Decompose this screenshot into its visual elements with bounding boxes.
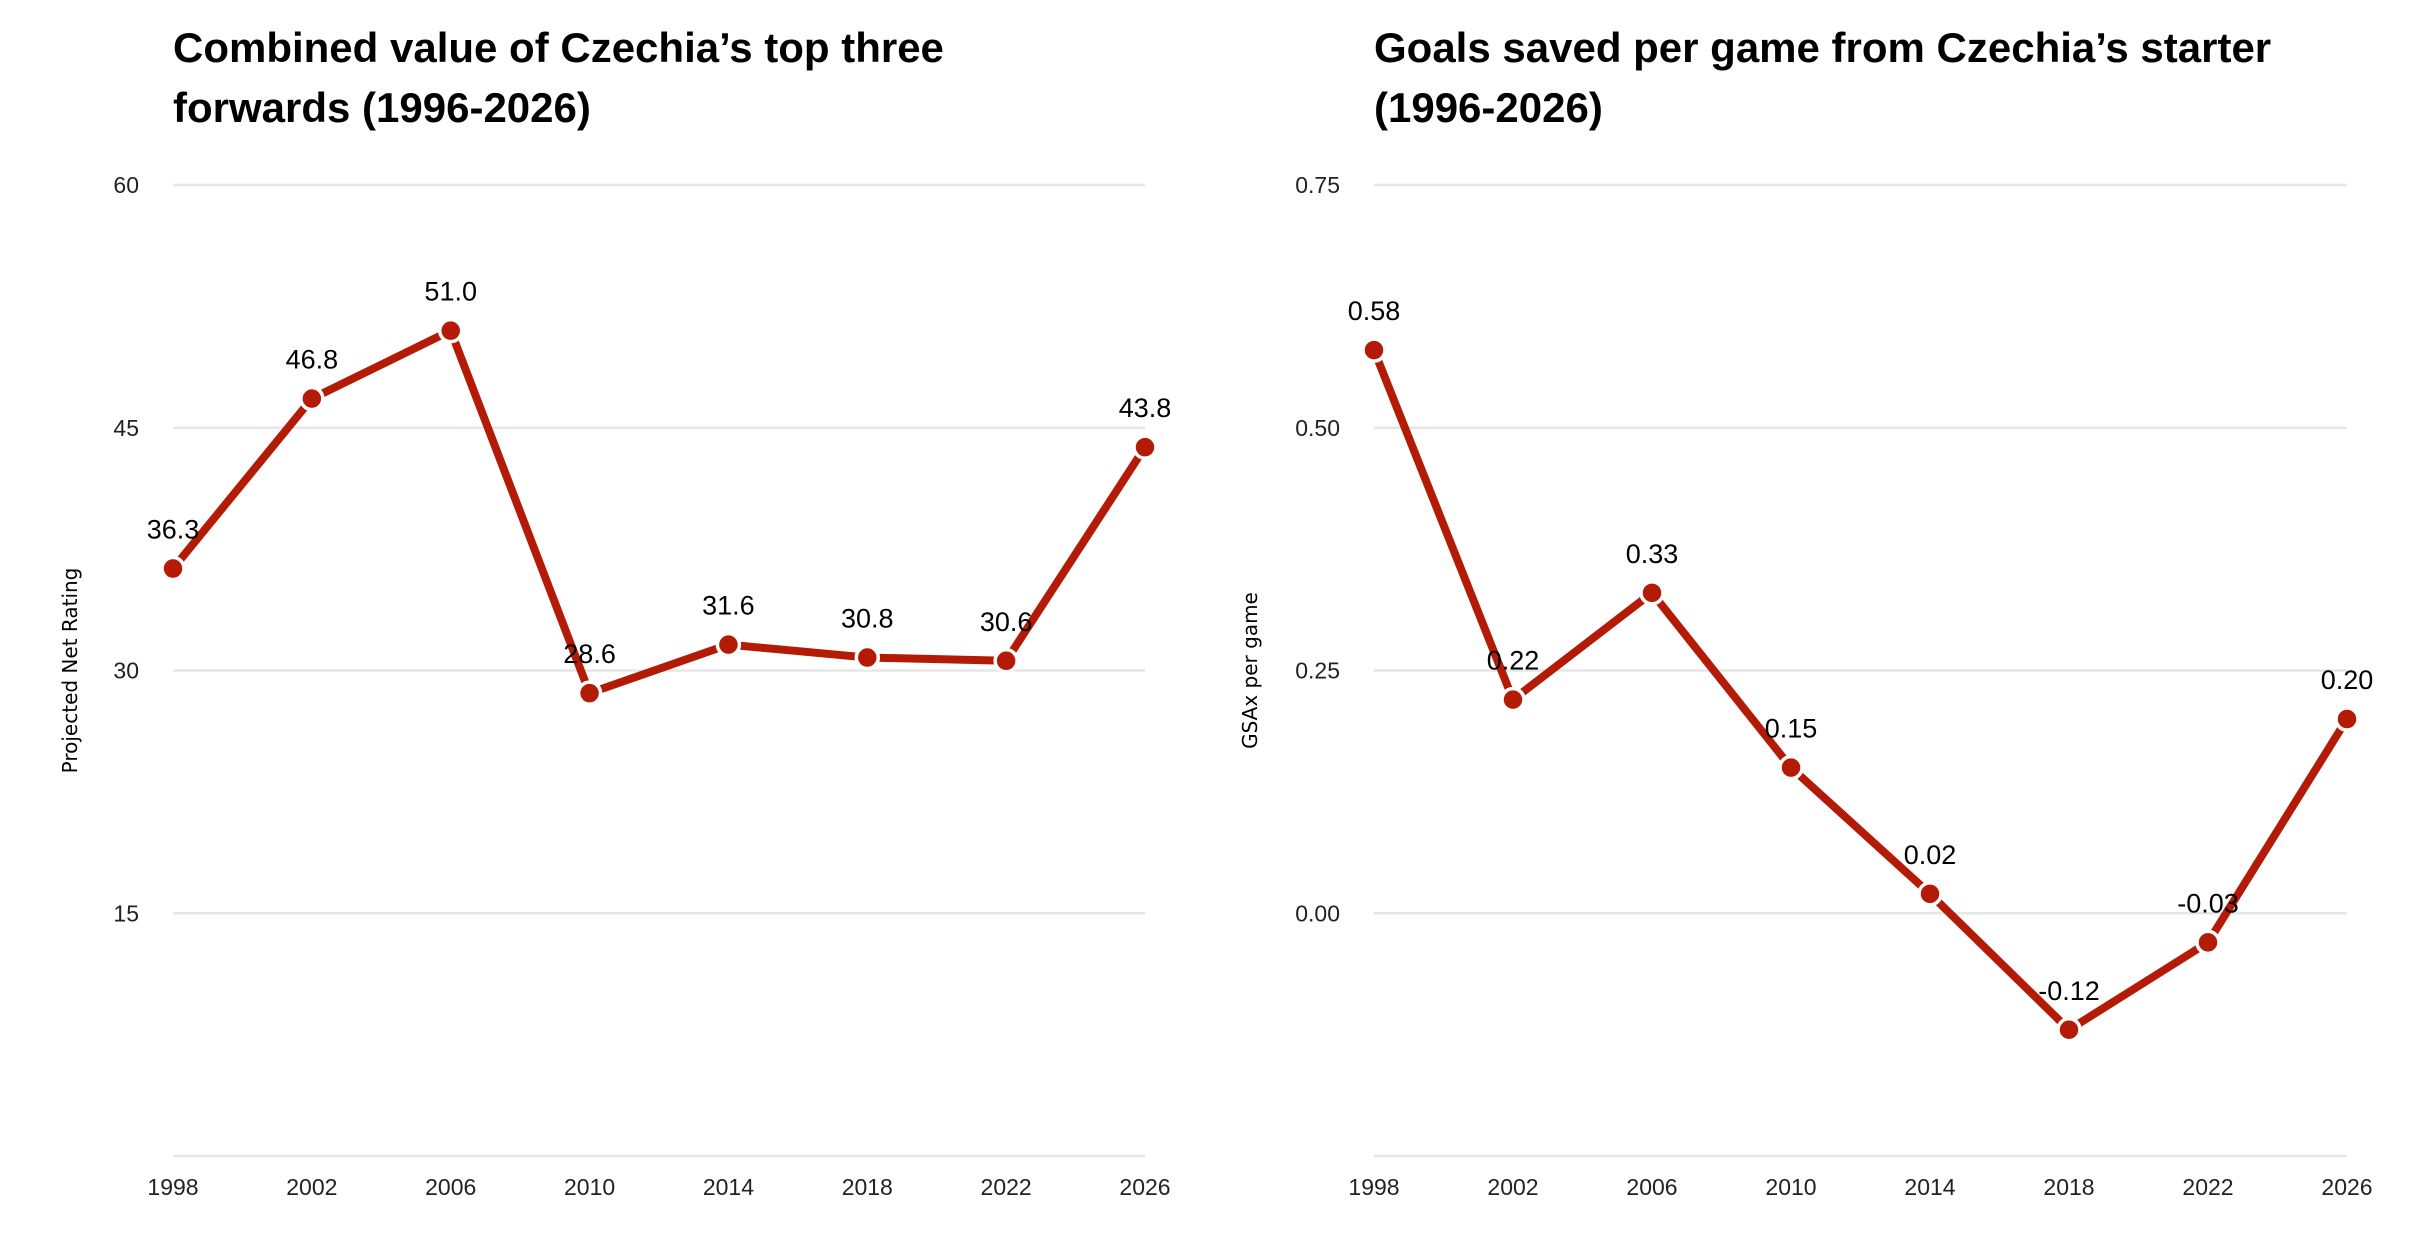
series-line [169, 326, 1149, 698]
data-point [2334, 706, 2360, 732]
x-tick-label: 2006 [425, 1174, 476, 1200]
data-point [2195, 929, 2221, 956]
y-axis-label: GSAx per game [1238, 592, 1262, 749]
data-label: 0.58 [1348, 296, 1401, 326]
y-tick-label: 0.75 [1295, 172, 1340, 198]
data-label: 0.33 [1626, 539, 1679, 569]
y-axis-label: Projected Net Rating [58, 568, 82, 774]
data-label: 28.6 [563, 639, 616, 669]
data-label: 51.0 [424, 277, 477, 307]
chart-2: Goals saved per game from Czechia’s star… [1238, 24, 2373, 1200]
data-point [1917, 881, 1943, 907]
x-tick-label: 2002 [1487, 1174, 1538, 1200]
x-tick-label: 2014 [1904, 1174, 1955, 1200]
x-tick-label: 2026 [2321, 1174, 2372, 1200]
y-tick-label: 0.50 [1295, 415, 1340, 441]
x-tick-label: 2018 [842, 1174, 893, 1200]
x-tick-label: 2022 [981, 1174, 1032, 1200]
x-tick-label: 1998 [147, 1174, 198, 1200]
data-point [1132, 434, 1158, 460]
chart-title-line: Goals saved per game from Czechia’s star… [1374, 24, 2271, 71]
x-tick-label: 2006 [1626, 1174, 1677, 1200]
data-label: -0.12 [2038, 976, 2100, 1006]
y-tick-label: 45 [113, 415, 139, 441]
data-label: 36.3 [147, 515, 200, 545]
data-label: 43.8 [1119, 393, 1172, 423]
y-tick-label: 0.25 [1295, 658, 1340, 684]
data-point [715, 631, 742, 658]
x-tick-label: 2018 [2043, 1174, 2094, 1200]
data-point [299, 385, 325, 412]
data-point [1639, 580, 1665, 606]
data-point [1778, 754, 1804, 781]
y-tick-label: 15 [113, 900, 139, 926]
data-point [1500, 686, 1526, 713]
data-point [160, 555, 186, 582]
x-tick-label: 2026 [1119, 1174, 1170, 1200]
data-label: -0.03 [2177, 888, 2239, 918]
chart-title-line: forwards (1996-2026) [173, 84, 591, 131]
x-tick-label: 2022 [2182, 1174, 2233, 1200]
data-label: 0.22 [1487, 646, 1540, 676]
data-label: 0.02 [1904, 840, 1957, 870]
data-label: 30.6 [980, 607, 1033, 637]
chart-title-line: Combined value of Czechia’s top three [173, 24, 944, 71]
data-label: 0.20 [2321, 665, 2374, 695]
data-point [854, 644, 881, 671]
data-point [576, 680, 603, 706]
x-tick-label: 2010 [1765, 1174, 1816, 1200]
data-point [437, 317, 464, 344]
y-tick-label: 30 [113, 658, 139, 684]
data-label: 31.6 [702, 591, 755, 621]
data-label: 0.15 [1765, 714, 1818, 744]
y-tick-label: 0.00 [1295, 900, 1340, 926]
chart-1: Combined value of Czechia’s top three for… [58, 24, 1171, 1200]
x-tick-label: 2010 [564, 1174, 615, 1200]
x-tick-label: 2014 [703, 1174, 754, 1200]
data-point [993, 648, 1019, 674]
data-point [2056, 1017, 2082, 1043]
x-tick-label: 1998 [1348, 1174, 1399, 1200]
data-point [1361, 337, 1387, 363]
x-tick-label: 2002 [286, 1174, 337, 1200]
data-label: 30.8 [841, 604, 894, 634]
y-tick-label: 60 [113, 172, 139, 198]
chart-title-line: (1996-2026) [1374, 84, 1603, 131]
series-line [1370, 346, 2351, 1034]
data-label: 46.8 [286, 345, 339, 375]
